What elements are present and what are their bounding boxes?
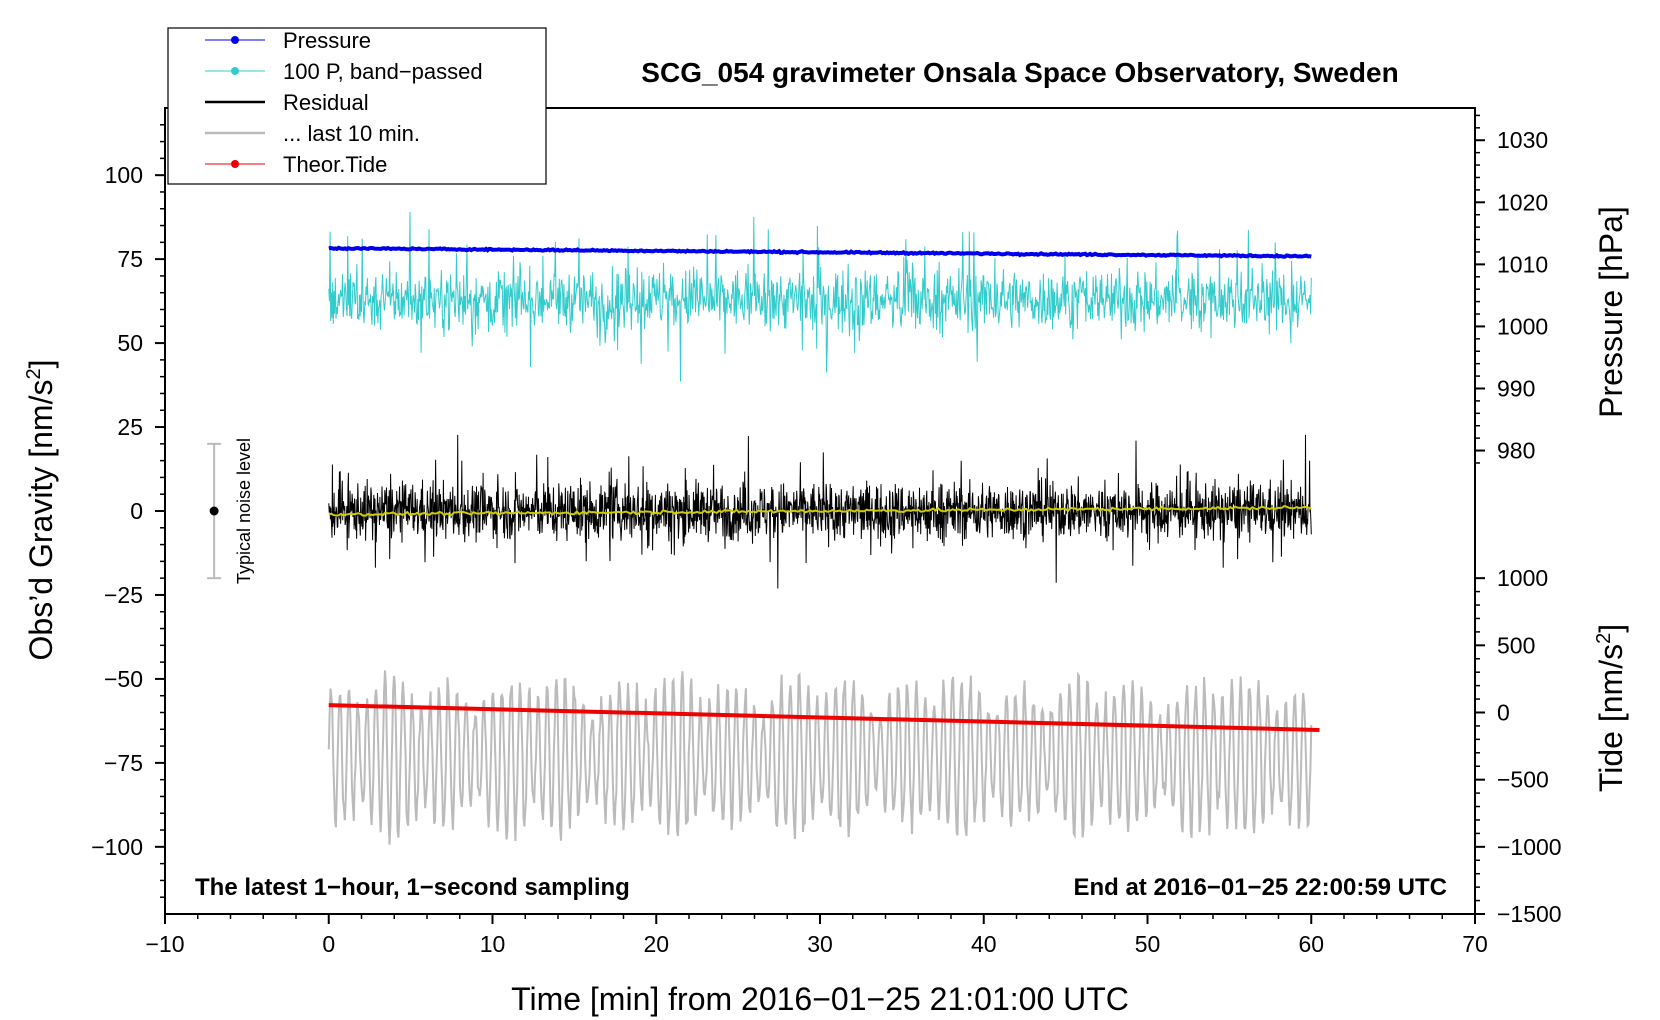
tide-tick-label: −1000 — [1497, 834, 1562, 860]
x-tick-label: 40 — [971, 931, 997, 957]
series-last-10-min — [327, 670, 1313, 845]
x-tick-label: 70 — [1462, 931, 1488, 957]
series-theoretical-tide — [328, 703, 1320, 732]
tide-axis-label: Tide [nm/s2] — [1593, 624, 1629, 792]
noise-level-label: Typical noise level — [234, 438, 254, 584]
tide-tick-label: −500 — [1497, 767, 1549, 793]
y-tick-label: 50 — [117, 330, 143, 356]
series-residual-smoothed — [328, 505, 1312, 517]
y-tick-label: −25 — [104, 582, 143, 608]
legend-label: Theor.Tide — [283, 152, 387, 177]
end-time-note: End at 2016−01−25 22:00:59 UTC — [1073, 874, 1447, 901]
y-tick-label: 25 — [117, 414, 143, 440]
series-band-passed-pressure — [328, 212, 1312, 382]
tide-axis-label-sup: 2 — [1593, 633, 1615, 644]
y-tick-label: 0 — [130, 498, 143, 524]
series-residual — [328, 434, 1312, 589]
legend-marker — [231, 36, 239, 44]
legend-label: 100 P, band−passed — [283, 59, 483, 84]
pressure-tick-label: 1010 — [1497, 251, 1548, 277]
y-axis-label-text: Obs’d Gravity [nm/s — [23, 380, 59, 661]
tide-tick-label: 0 — [1497, 700, 1510, 726]
legend-label: Pressure — [283, 28, 371, 53]
pressure-tick-label: 980 — [1497, 438, 1535, 464]
legend-marker — [231, 67, 239, 75]
y-tick-label: −100 — [91, 834, 143, 860]
x-axis-label: Time [min] from 2016−01−25 21:01:00 UTC — [511, 981, 1129, 1017]
legend-box — [167, 27, 547, 185]
pressure-axis-ticks: 980 990 1000 1010 1020 1030 — [1475, 114, 1548, 464]
pressure-tick-label: 1020 — [1497, 189, 1548, 215]
legend-label: ... last 10 min. — [283, 121, 420, 146]
chart-title: SCG_054 gravimeter Onsala Space Observat… — [641, 57, 1398, 88]
tide-axis-label-text: Tide [nm/s — [1593, 644, 1629, 792]
tide-tick-label: 1000 — [1497, 565, 1548, 591]
x-tick-label: −10 — [145, 931, 184, 957]
x-tick-label: 10 — [480, 931, 506, 957]
x-axis-ticks: −10 0 10 20 30 40 50 60 70 — [145, 914, 1488, 957]
x-tick-label: 20 — [643, 931, 669, 957]
tide-axis-label-end: ] — [1593, 624, 1629, 633]
legend-marker — [231, 160, 239, 168]
y-axis-label-end: ] — [23, 360, 59, 369]
y-axis-label-sup: 2 — [23, 368, 45, 379]
x-tick-label: 30 — [807, 931, 833, 957]
legend: Pressure 100 P, band−passed Residual ... la… — [167, 27, 547, 185]
y-tick-label: −75 — [104, 750, 143, 776]
x-tick-label: 0 — [322, 931, 335, 957]
pressure-axis-label: Pressure [hPa] — [1593, 206, 1629, 418]
legend-label: Residual — [283, 90, 369, 115]
tide-axis-ticks: −1500 −1000 −500 0 500 1000 — [1475, 565, 1562, 927]
x-tick-label: 50 — [1135, 931, 1161, 957]
y-tick-label: 75 — [117, 246, 143, 272]
y-axis-ticks: −100 −75 −50 −25 0 25 50 75 100 — [91, 124, 165, 898]
tide-tick-label: −1500 — [1497, 901, 1562, 927]
sampling-note: The latest 1−hour, 1−second sampling — [195, 874, 630, 901]
x-tick-label: 60 — [1298, 931, 1324, 957]
y-tick-label: 100 — [105, 162, 143, 188]
y-tick-label: −50 — [104, 666, 143, 692]
noise-center-dot — [209, 506, 219, 516]
y-axis-label: Obs’d Gravity [nm/s2] — [23, 360, 59, 661]
series-pressure — [328, 245, 1312, 259]
pressure-tick-label: 1030 — [1497, 127, 1548, 153]
pressure-tick-label: 1000 — [1497, 313, 1548, 339]
noise-level-indicator — [207, 442, 222, 580]
series-layer — [327, 212, 1320, 845]
tide-tick-label: 500 — [1497, 632, 1535, 658]
pressure-tick-label: 990 — [1497, 375, 1535, 401]
